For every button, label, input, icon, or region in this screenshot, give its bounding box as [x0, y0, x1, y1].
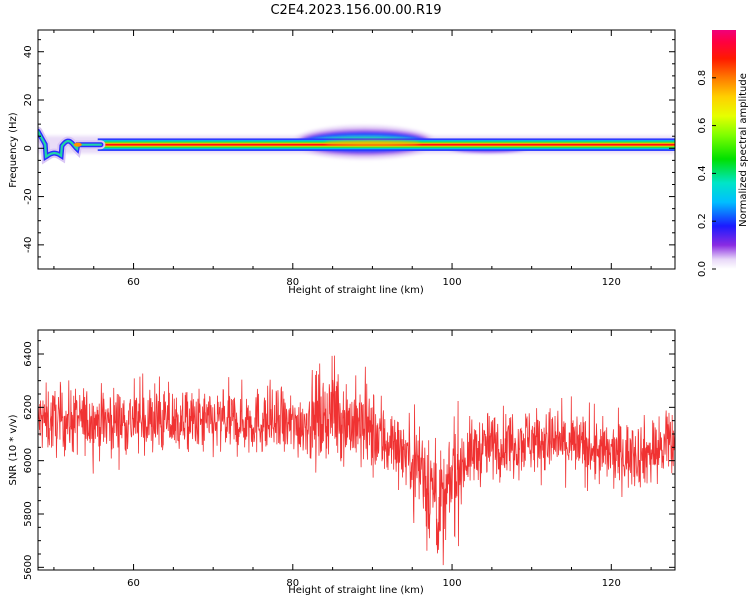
colorbar-ticks: 0.0 0.2 0.4 0.6 0.8 — [697, 70, 716, 277]
spectrogram-x-tick-label: 100 — [443, 277, 462, 288]
snr-y-tick-label: 6400 — [23, 341, 34, 366]
colorbar-tick-label: 0.8 — [697, 70, 708, 86]
colorbar-tick-label: 0.4 — [697, 165, 708, 181]
colorbar-tick-label: 0.2 — [697, 213, 708, 229]
snr-x-tick-label: 100 — [443, 578, 462, 589]
spectrogram-y-tick-label: -40 — [23, 237, 34, 253]
spectrogram-x-tick-label: 80 — [286, 277, 299, 288]
snr-y-tick-label: 6200 — [23, 395, 34, 420]
snr-series-line — [38, 355, 675, 566]
spectrogram-ticks: 60 80 100 120 -40 -20 0 20 40 — [23, 30, 675, 288]
snr-ticks: 60 80 100 120 5600 5800 6000 6200 6400 — [23, 330, 675, 589]
spectrogram-x-tick-label: 60 — [127, 277, 140, 288]
snr-x-label: Height of straight line (km) — [288, 585, 424, 596]
snr-y-label: SNR (10 * v/v) — [8, 414, 19, 485]
colorbar-label: Normalized spectral amplitude — [738, 73, 749, 227]
snr-frame — [37, 329, 676, 571]
snr-y-tick-label: 5800 — [23, 501, 34, 526]
spectrogram-frame — [37, 29, 676, 270]
colorbar-tick-label: 0.0 — [697, 261, 708, 277]
broadened-band-core — [324, 140, 421, 146]
wiggle-core — [38, 130, 102, 159]
colorbar-tick-label: 0.6 — [697, 118, 708, 134]
snr-x-tick-label: 60 — [127, 578, 140, 589]
snr-x-tick-label: 80 — [286, 578, 299, 589]
spectrogram-y-tick-label: 40 — [23, 45, 34, 58]
spectrogram-heatmap — [38, 125, 675, 165]
snr-y-tick-label: 6000 — [23, 448, 34, 473]
spectrogram-x-tick-label: 120 — [602, 277, 621, 288]
spectrogram-y-label: Frequency (Hz) — [8, 112, 19, 188]
colorbar: 0.0 0.2 0.4 0.6 0.8 Normalized spectral ampl… — [697, 30, 749, 277]
snr-y-tick-label: 5600 — [23, 555, 34, 580]
spectrogram-y-tick-label: -20 — [23, 188, 34, 204]
colorbar-gradient — [712, 30, 736, 269]
snr-panel: 60 80 100 120 5600 5800 6000 6200 6400 Height of… — [8, 329, 676, 596]
spectrogram-x-label: Height of straight line (km) — [288, 285, 424, 296]
wiggle-hotspot — [73, 142, 82, 147]
spectrogram-y-tick-label: 20 — [23, 94, 34, 107]
figure-title: C2E4.2023.156.00.00.R19 — [270, 3, 441, 18]
spectrogram-panel: 60 80 100 120 -40 -20 0 20 40 Height of straight… — [8, 29, 676, 296]
snr-x-tick-label: 120 — [602, 578, 621, 589]
spectrogram-y-tick-label: 0 — [23, 145, 34, 151]
